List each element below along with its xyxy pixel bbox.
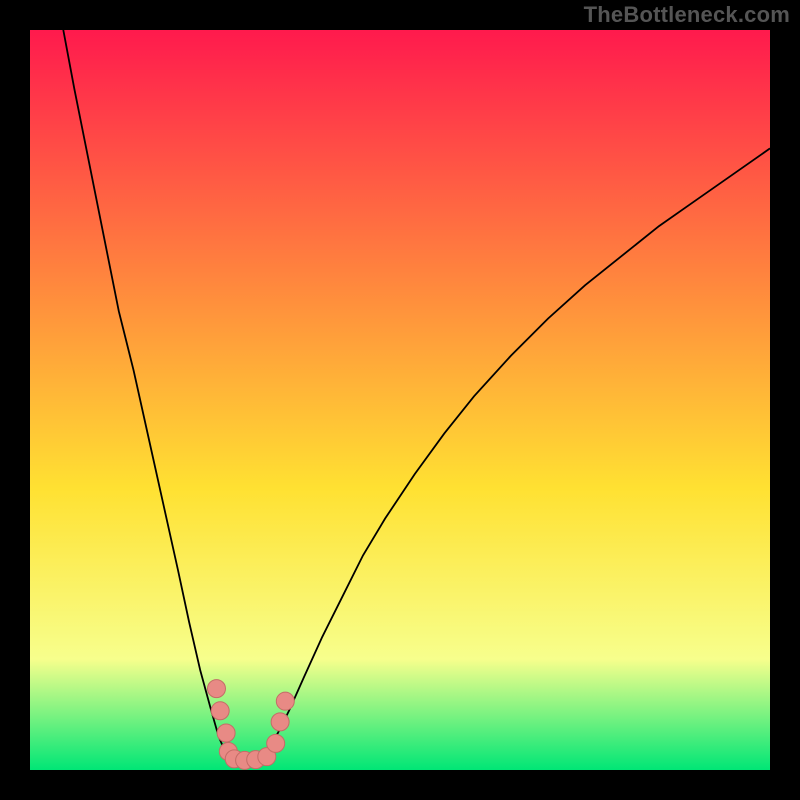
data-marker: [211, 702, 229, 720]
data-marker: [267, 734, 285, 752]
plot-area: [30, 30, 770, 770]
plot-svg: [30, 30, 770, 770]
chart-container: TheBottleneck.com: [0, 0, 800, 800]
data-marker: [276, 692, 294, 710]
watermark-text: TheBottleneck.com: [584, 2, 790, 28]
data-marker: [207, 680, 225, 698]
data-marker: [271, 713, 289, 731]
data-marker: [217, 724, 235, 742]
